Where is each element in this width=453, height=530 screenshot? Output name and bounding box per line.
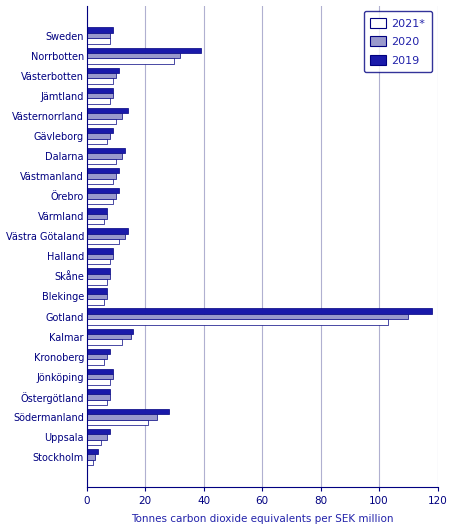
Bar bbox=[87, 314, 408, 319]
Bar bbox=[87, 359, 104, 365]
Bar bbox=[87, 208, 107, 214]
Bar bbox=[87, 460, 92, 465]
Bar bbox=[87, 454, 96, 460]
Bar bbox=[87, 394, 110, 400]
Bar bbox=[87, 259, 110, 264]
Bar bbox=[87, 254, 113, 259]
Bar bbox=[87, 93, 113, 99]
Bar bbox=[87, 139, 107, 144]
Bar bbox=[87, 400, 107, 405]
Bar bbox=[87, 349, 110, 354]
Bar bbox=[87, 113, 122, 119]
Bar bbox=[87, 239, 119, 244]
Bar bbox=[87, 199, 113, 204]
Bar bbox=[87, 329, 134, 334]
Bar bbox=[87, 268, 110, 273]
Bar bbox=[87, 369, 113, 374]
Bar bbox=[87, 87, 113, 93]
Bar bbox=[87, 133, 110, 139]
X-axis label: Tonnes carbon dioxide equivalents per SEK million: Tonnes carbon dioxide equivalents per SE… bbox=[131, 515, 393, 525]
Bar bbox=[87, 409, 169, 414]
Bar bbox=[87, 179, 113, 184]
Bar bbox=[87, 33, 110, 38]
Bar bbox=[87, 48, 201, 53]
Bar bbox=[87, 414, 157, 420]
Bar bbox=[87, 334, 130, 339]
Bar bbox=[87, 319, 388, 325]
Bar bbox=[87, 420, 148, 425]
Bar bbox=[87, 119, 116, 124]
Bar bbox=[87, 158, 116, 164]
Bar bbox=[87, 68, 119, 73]
Bar bbox=[87, 173, 116, 179]
Bar bbox=[87, 294, 107, 299]
Bar bbox=[87, 148, 125, 153]
Bar bbox=[87, 58, 174, 64]
Bar bbox=[87, 234, 125, 239]
Bar bbox=[87, 374, 113, 379]
Bar bbox=[87, 53, 180, 58]
Bar bbox=[87, 388, 110, 394]
Bar bbox=[87, 339, 122, 345]
Bar bbox=[87, 188, 119, 193]
Bar bbox=[87, 214, 107, 219]
Bar bbox=[87, 434, 107, 440]
Bar bbox=[87, 38, 110, 43]
Bar bbox=[87, 99, 110, 104]
Bar bbox=[87, 449, 98, 454]
Bar bbox=[87, 288, 107, 294]
Bar bbox=[87, 354, 107, 359]
Bar bbox=[87, 248, 113, 254]
Bar bbox=[87, 219, 104, 224]
Bar bbox=[87, 108, 128, 113]
Bar bbox=[87, 28, 113, 33]
Bar bbox=[87, 73, 116, 78]
Legend: 2021*, 2020, 2019: 2021*, 2020, 2019 bbox=[364, 11, 432, 72]
Bar bbox=[87, 153, 122, 158]
Bar bbox=[87, 228, 128, 234]
Bar bbox=[87, 279, 107, 285]
Bar bbox=[87, 128, 113, 133]
Bar bbox=[87, 308, 432, 314]
Bar bbox=[87, 299, 104, 305]
Bar bbox=[87, 273, 110, 279]
Bar bbox=[87, 193, 116, 199]
Bar bbox=[87, 168, 119, 173]
Bar bbox=[87, 78, 113, 84]
Bar bbox=[87, 440, 101, 445]
Bar bbox=[87, 379, 110, 385]
Bar bbox=[87, 429, 110, 434]
